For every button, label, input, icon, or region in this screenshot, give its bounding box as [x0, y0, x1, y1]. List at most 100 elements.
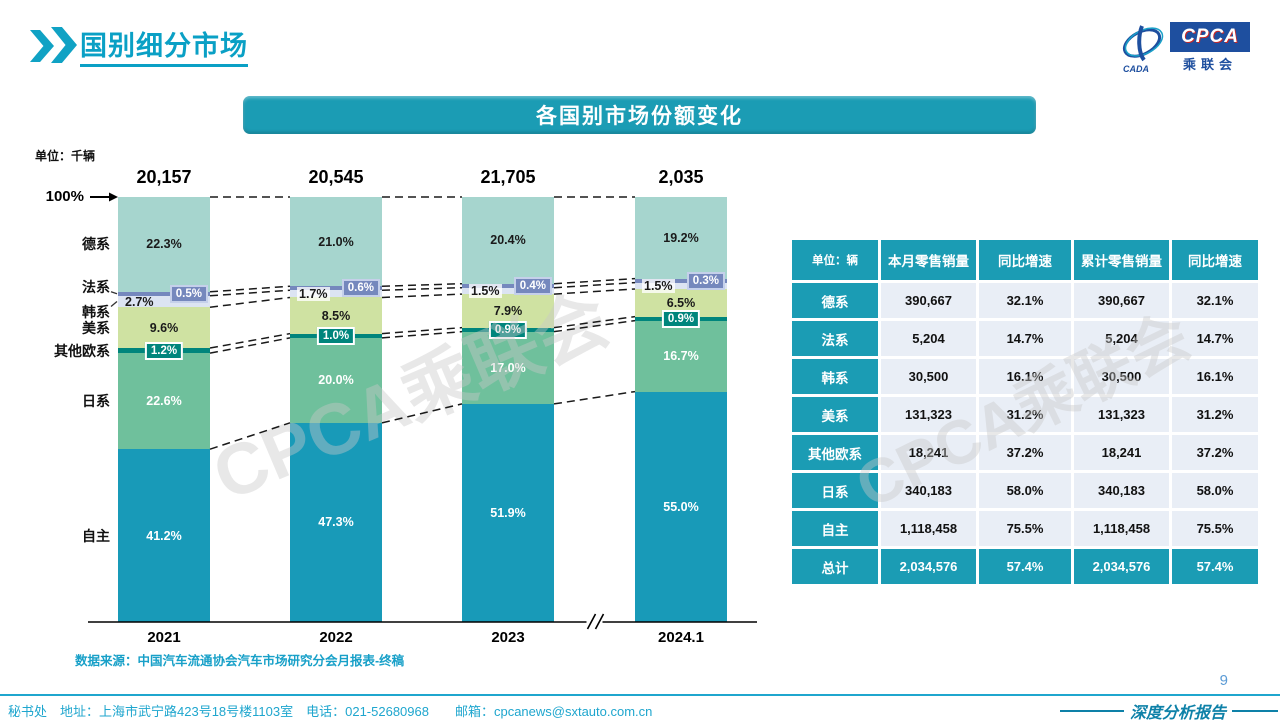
segment-value-label: 0.9%: [488, 320, 528, 339]
segment-法系: [635, 278, 727, 283]
chart-unit-label: 单位：千辆: [35, 149, 96, 163]
series-label-韩系: 韩系: [82, 303, 110, 320]
table-cell: 32.1%: [1172, 283, 1258, 318]
table-cell: 75.5%: [1172, 511, 1258, 546]
footer-contact: 秘书处 地址：上海市武宁路423号18号楼1103室 电话：021-526809…: [8, 704, 653, 719]
x-axis-label: 2022: [319, 629, 353, 646]
segment-value-label: 22.3%: [146, 237, 182, 252]
segment-value-label: 47.3%: [318, 515, 354, 530]
table-cell: 5,204: [881, 321, 976, 356]
table-cell: 31.2%: [979, 397, 1071, 432]
table-cell: 14.7%: [1172, 321, 1258, 356]
footer-report-label-group: 深度分析报告: [1059, 699, 1278, 720]
bar-2022: 21.0% 0.6% 1.7% 8.5% 1.0% 20.0% 47.3%: [290, 197, 382, 622]
segment-value-label: 17.0%: [490, 360, 526, 375]
segment-value-label: 21.0%: [318, 234, 354, 249]
segment-value-label: 0.5%: [169, 284, 208, 303]
page-title: 国别细分市场: [80, 24, 248, 67]
series-label-法系: 法系: [82, 278, 110, 295]
segment-value-label: 1.0%: [316, 326, 356, 345]
table-cell: 16.1%: [979, 359, 1071, 394]
table-row-header: 自主: [792, 511, 878, 546]
segment-日系: [118, 353, 210, 450]
table-row-header: 日系: [792, 473, 878, 508]
bar-total-label: 2,035: [658, 167, 704, 187]
axis-100-label: 100%: [45, 188, 84, 205]
segment-自主: [635, 391, 727, 622]
table-column-header: 累计零售销量: [1074, 240, 1169, 280]
segment-value-label: 16.7%: [663, 349, 699, 364]
segment-自主: [462, 403, 554, 622]
table-cell: 340,183: [1074, 473, 1169, 508]
series-label-德系: 德系: [82, 236, 110, 253]
segment-value-label: 0.9%: [661, 309, 701, 328]
bar-total-label: 20,545: [308, 167, 364, 187]
segment-value-label: 1.2%: [144, 341, 184, 360]
series-label-其他欧系: 其他欧系: [54, 342, 110, 359]
table-cell: 31.2%: [1172, 397, 1258, 432]
bar-total-label: 21,705: [480, 167, 536, 187]
table-cell: 2,034,576: [1074, 549, 1169, 584]
segment-value-label: 6.5%: [666, 295, 696, 310]
segment-value-label: 0.4%: [513, 276, 552, 295]
report-type-label: 深度分析报告: [1129, 705, 1226, 720]
segment-value-label: 0.6%: [341, 279, 380, 298]
segment-value-label: 55.0%: [663, 499, 699, 514]
decor-line: [1232, 710, 1278, 712]
table-unit-header: 单位：辆: [792, 240, 878, 280]
segment-日系: [635, 320, 727, 392]
table-cell: 30,500: [1074, 359, 1169, 394]
table-cell: 58.0%: [979, 473, 1071, 508]
table-cell: 75.5%: [979, 511, 1071, 546]
table-cell: 131,323: [1074, 397, 1169, 432]
segment-value-label: 0.3%: [686, 271, 725, 290]
chart-title-banner: 各国别市场份额变化: [243, 96, 1036, 134]
segment-自主: [290, 422, 382, 622]
segment-法系: [118, 291, 210, 296]
cpca-cn-label: 乘联会: [1182, 57, 1237, 72]
table-row-header: 美系: [792, 397, 878, 432]
table-cell: 58.0%: [1172, 473, 1258, 508]
segment-法系: [462, 283, 554, 288]
table-cell: 390,667: [1074, 283, 1169, 318]
table-cell: 1,118,458: [881, 511, 976, 546]
page-number: 9: [1219, 672, 1228, 689]
segment-日系: [462, 331, 554, 404]
footer-divider: [0, 694, 1280, 696]
segment-德系: [462, 197, 554, 284]
bar-2021: 22.3% 0.5% 2.7% 9.6% 1.2% 22.6% 41.2%: [118, 197, 210, 622]
segment-韩系: [462, 287, 554, 295]
table-cell: 390,667: [881, 283, 976, 318]
table-cell: 18,241: [1074, 435, 1169, 470]
segment-value-label: 41.2%: [146, 528, 182, 543]
x-axis-label: 2021: [147, 629, 181, 646]
segment-韩系: [635, 282, 727, 289]
segment-日系: [290, 337, 382, 423]
table-row-header: 法系: [792, 321, 878, 356]
segment-value-label: 51.9%: [490, 505, 526, 520]
table-column-header: 同比增速: [979, 240, 1071, 280]
table-cell: 37.2%: [1172, 435, 1258, 470]
table-cell: 340,183: [881, 473, 976, 508]
table-cell: 131,323: [881, 397, 976, 432]
table-row-header: 总计: [792, 549, 878, 584]
table-cell: 5,204: [1074, 321, 1169, 356]
table-cell: 1,118,458: [1074, 511, 1169, 546]
segment-自主: [118, 449, 210, 622]
series-label-自主: 自主: [82, 527, 110, 544]
segment-韩系: [290, 290, 382, 298]
sales-table: 单位：辆 本月零售销量 同比增速 累计零售销量 同比增速 德系 390,667 32.1% 39…: [792, 240, 1258, 584]
segment-value-label: 20.0%: [318, 373, 354, 388]
segment-value-label: 8.5%: [321, 308, 351, 323]
table-cell: 37.2%: [979, 435, 1071, 470]
x-axis-label: 2024.1: [658, 629, 704, 646]
table-row-header: 韩系: [792, 359, 878, 394]
segment-value-label: 2.7%: [125, 294, 154, 309]
segment-德系: [635, 197, 727, 279]
segment-value-label: 20.4%: [490, 233, 526, 248]
table-row-header: 其他欧系: [792, 435, 878, 470]
decor-line: [1059, 710, 1124, 712]
segment-value-label: 19.2%: [663, 230, 699, 245]
